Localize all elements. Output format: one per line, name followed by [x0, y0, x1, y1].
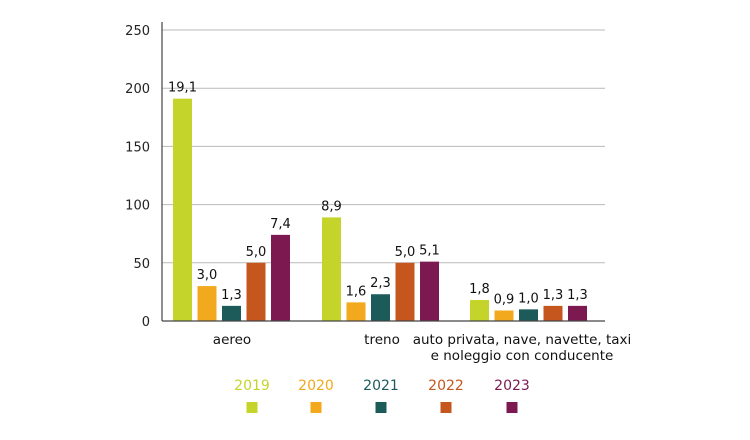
category-label: aereo: [213, 332, 251, 348]
data-label: 1,3: [221, 288, 242, 303]
data-label: 1,3: [567, 288, 588, 303]
bar-2019: [173, 98, 192, 322]
category-labels: aereo treno auto privata, nave, navette, t…: [213, 332, 631, 364]
bar-2021: [519, 309, 538, 321]
y-tick-label: 250: [125, 24, 150, 39]
bar-2022: [543, 305, 563, 321]
y-axis-ticks: 0 50 100 150 200 250: [125, 24, 150, 330]
bar-2023: [568, 305, 587, 321]
data-label: 5,0: [395, 245, 416, 260]
bars: [173, 98, 587, 322]
bar-2022: [395, 262, 415, 321]
legend-swatch-2020: [310, 402, 322, 413]
bar-2022: [246, 262, 266, 321]
bar-2020: [494, 310, 514, 321]
y-tick-label: 150: [125, 140, 150, 155]
data-label: 19,1: [168, 81, 197, 96]
y-tick-label: 100: [125, 199, 150, 214]
axes: [161, 22, 605, 322]
bar-2021: [371, 294, 390, 321]
data-label: 0,9: [494, 293, 515, 308]
legend-label-2019: 2019: [234, 378, 270, 394]
bar-2023: [271, 234, 290, 321]
data-labels: 19,13,01,35,07,48,91,62,35,0 5,11,80,9 1,0…: [168, 81, 588, 308]
legend-label-2022: 2022: [428, 378, 464, 394]
bar-2020: [346, 302, 366, 321]
legend-label-2020: 2020: [298, 378, 334, 394]
legend: 2019 2020 2021 2022 2023: [234, 378, 530, 413]
legend-swatch-2021: [375, 402, 387, 413]
data-label: 5,0: [246, 245, 267, 260]
data-label: 5,1: [419, 244, 440, 259]
bar-2019: [470, 300, 489, 321]
legend-swatch-2022: [440, 402, 452, 413]
data-label: 1,6: [346, 284, 367, 299]
data-label: 1,0: [518, 291, 539, 306]
legend-label-2023: 2023: [494, 378, 530, 394]
bar-2019: [322, 217, 341, 321]
data-label: 2,3: [370, 276, 391, 291]
legend-swatch-2019: [246, 402, 258, 413]
data-label: 8,9: [321, 199, 342, 214]
legend-swatch-2023: [506, 402, 518, 413]
y-tick-label: 50: [133, 257, 150, 272]
y-tick-label: 0: [142, 315, 150, 330]
category-label: treno: [364, 332, 400, 348]
gridlines: [162, 29, 605, 264]
category-label: auto privata, nave, navette, taxi: [413, 332, 632, 348]
bar-2023: [420, 261, 439, 321]
y-tick-label: 200: [125, 82, 150, 97]
bar-2020: [197, 286, 217, 321]
legend-label-2021: 2021: [363, 378, 399, 394]
data-label: 7,4: [270, 217, 291, 232]
data-label: 1,8: [469, 282, 490, 297]
data-label: 1,3: [543, 288, 564, 303]
bar-2021: [222, 305, 241, 321]
data-label: 3,0: [197, 268, 218, 283]
category-label: e noleggio con conducente: [431, 348, 614, 364]
